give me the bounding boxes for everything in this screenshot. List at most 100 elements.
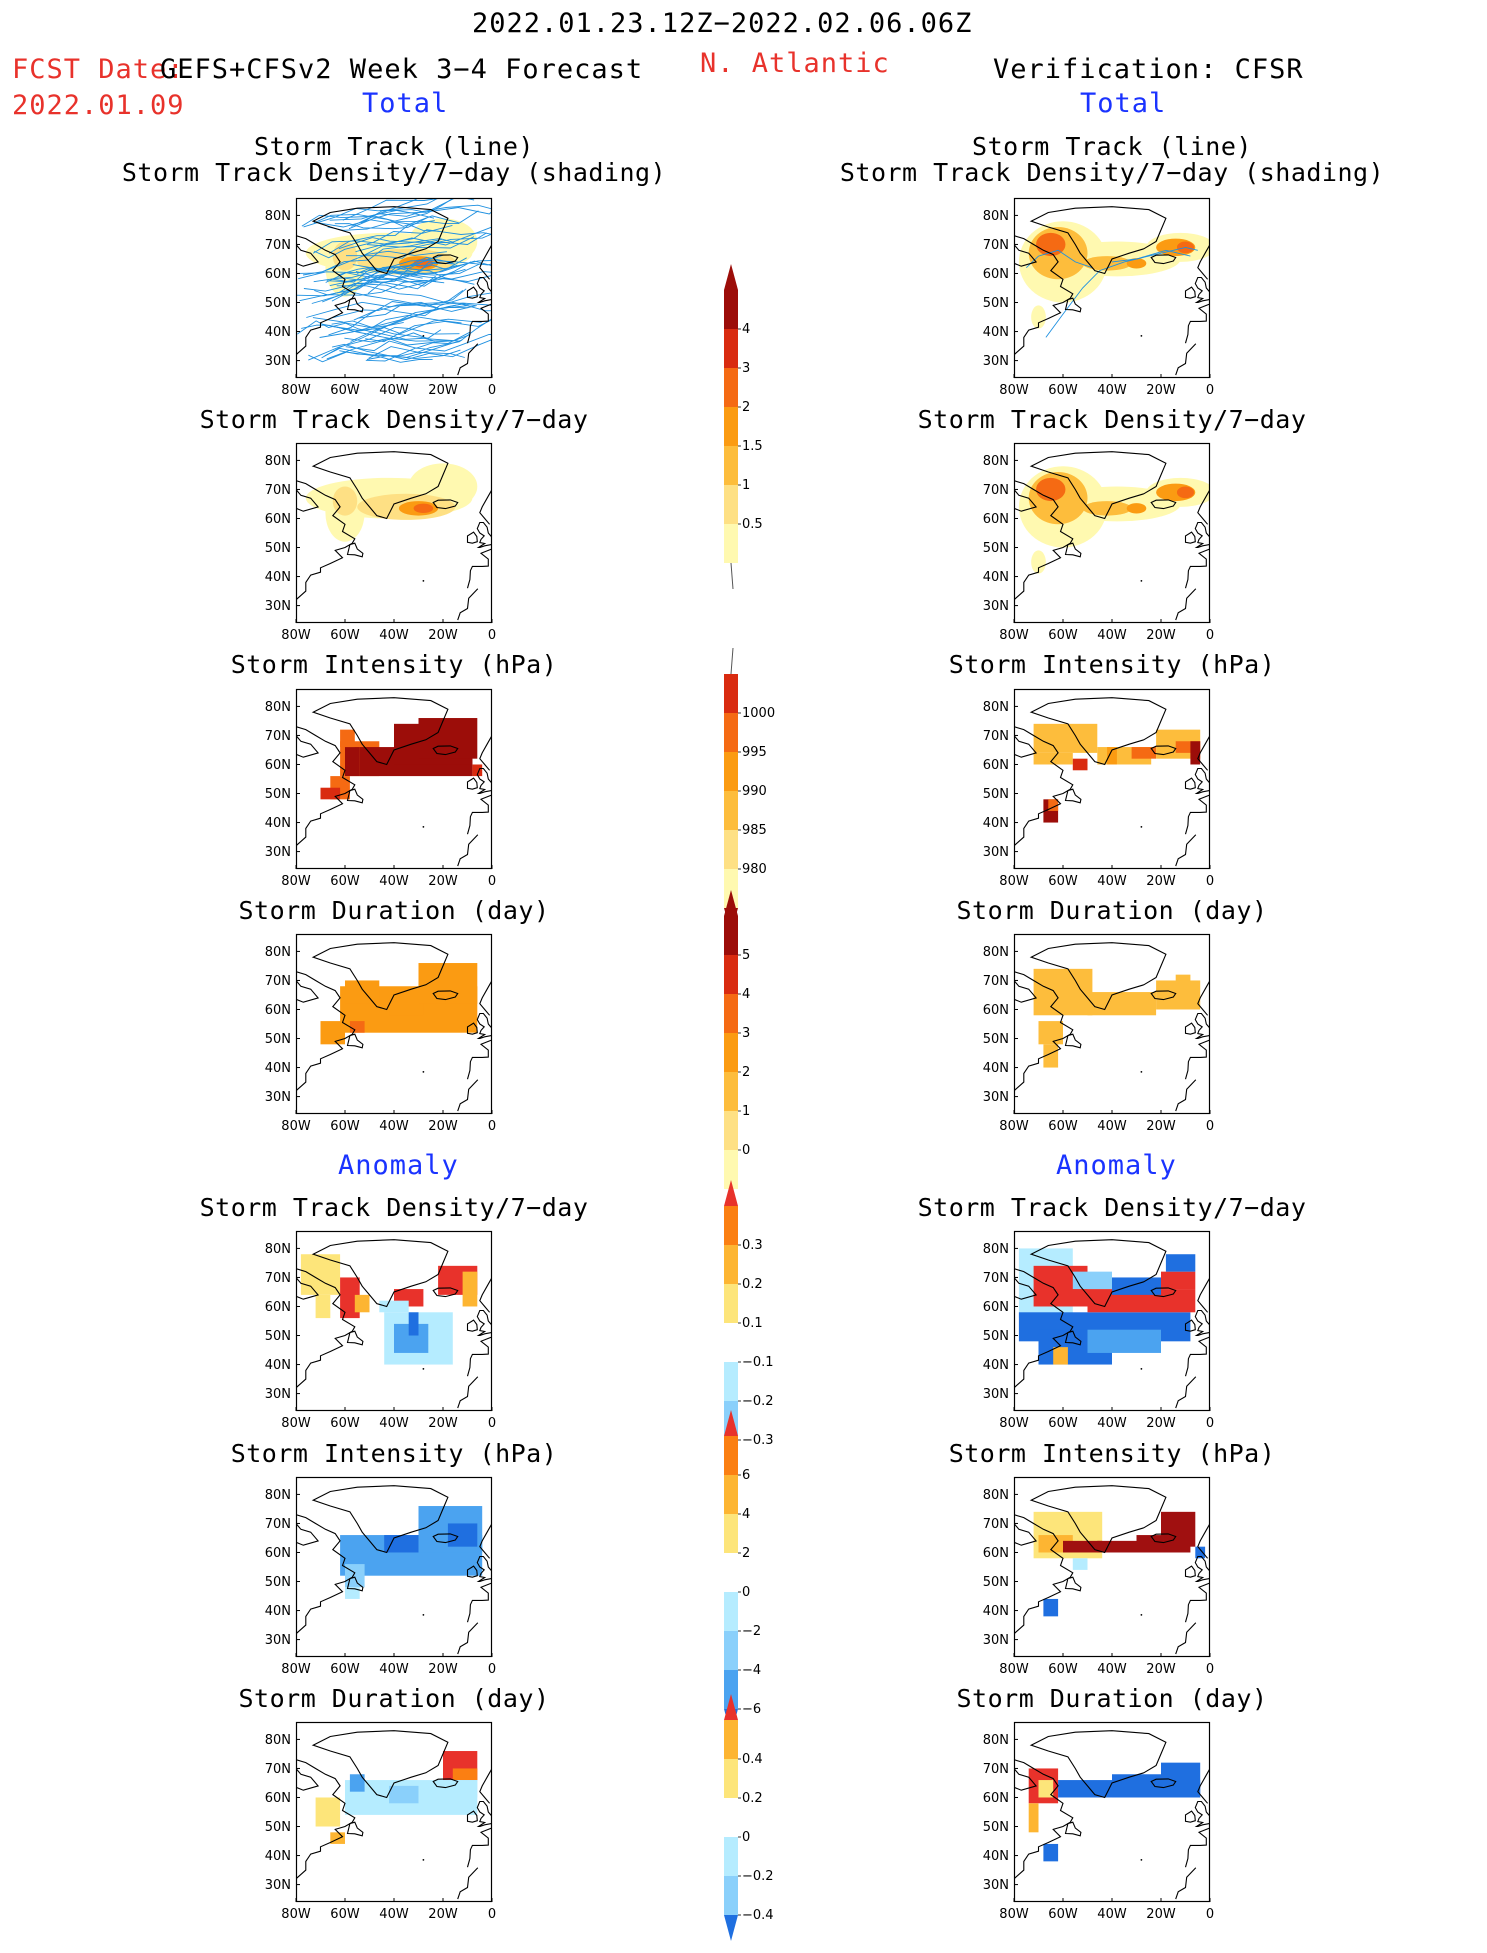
map-intensity-left: 80N 70N 60N 50N 40N 30N 80W 60W 40W 20W 0 (265, 688, 496, 889)
grid-cell (1131, 747, 1157, 759)
colorbar-tick-label: 985 (742, 823, 767, 838)
lat-tick-label: 70N (983, 1271, 1009, 1286)
colorbar-tick-label: 1.5 (742, 439, 763, 454)
storm-track-line (365, 333, 492, 362)
density-shading (1082, 501, 1132, 516)
colorbar-tick-label: 4 (742, 987, 750, 1002)
grid-cell (462, 1271, 478, 1307)
lat-tick-label: 80N (265, 1733, 291, 1748)
grid-cell (1107, 747, 1117, 765)
grid-cell (345, 747, 360, 777)
colorbar-segment (724, 1475, 738, 1514)
lon-tick-label: 40W (379, 1662, 409, 1677)
lat-tick-label: 60N (983, 1546, 1009, 1561)
colorbar-segment (724, 1837, 738, 1876)
grid-cell (315, 1294, 331, 1319)
colorbar-tick-label: −0.2 (742, 1394, 774, 1409)
lat-tick-label: 70N (265, 974, 291, 989)
grid-cell (389, 1785, 419, 1804)
storm-track-line (1111, 249, 1191, 263)
lat-tick-label: 80N (265, 454, 291, 469)
storm-track-line (325, 268, 466, 287)
lat-tick-label: 50N (265, 787, 291, 802)
grid-cell (1028, 1803, 1039, 1833)
lat-tick-label: 40N (983, 816, 1009, 831)
colorbar-segment (724, 290, 738, 329)
storm-track-line (314, 254, 444, 296)
colorbar-tick-label: 0 (742, 1585, 750, 1600)
lon-tick-label: 0 (1206, 1662, 1214, 1677)
lat-tick-label: 40N (265, 570, 291, 585)
storm-track-line (346, 236, 475, 259)
colorbar-tick-label: 1 (742, 1104, 750, 1119)
storm-track-line (368, 318, 492, 359)
colorbar-segment (724, 407, 738, 446)
lat-tick-label: 40N (983, 570, 1009, 585)
lon-tick-label: 40W (1097, 383, 1127, 398)
lat-tick-label: 80N (265, 209, 291, 224)
lon-tick-label: 80W (999, 1907, 1029, 1922)
storm-track-line (366, 233, 492, 248)
model-title: GEFS+CFSv2 Week 3−4 Forecast (160, 54, 644, 85)
lat-tick-label: 60N (265, 512, 291, 527)
title-intensity-anom-right: Storm Intensity (hPa) (948, 1439, 1276, 1468)
lat-tick-label: 50N (983, 787, 1009, 802)
colorbar-segment (724, 994, 738, 1033)
lon-tick-label: 20W (428, 1907, 458, 1922)
lat-tick-label: 40N (265, 325, 291, 340)
lat-tick-label: 30N (265, 599, 291, 614)
lat-tick-label: 80N (265, 1488, 291, 1503)
storm-track-line (306, 301, 476, 318)
lat-tick-label: 50N (983, 1820, 1009, 1835)
colorbar-tick-label: −6 (742, 1702, 761, 1717)
colorbar-segment (724, 1362, 738, 1401)
lat-tick-label: 30N (983, 599, 1009, 614)
storm-track-line (312, 317, 442, 340)
colorbar-segment (724, 713, 738, 752)
colorbar-segment (724, 1245, 738, 1284)
total-label-right: Total (1080, 88, 1167, 119)
map-duration-anom-left: 80N 70N 60N 50N 40N 30N 80W 60W 40W 20W 0 (265, 1721, 496, 1922)
storm-track-line (313, 213, 459, 227)
grid-cell (1112, 1774, 1161, 1798)
colorbar-tick-label: 0.1 (742, 1316, 763, 1331)
colorbar-segment (724, 752, 738, 791)
lat-tick-label: 60N (983, 267, 1009, 282)
storm-track-line (348, 207, 492, 230)
colorbar-duration-anom: 0.4 0.2 0 −0.2 −0.4 (722, 1692, 792, 1953)
colorbar-tick-label: 0.5 (742, 517, 763, 532)
colorbar-tick-label: 2 (742, 1065, 750, 1080)
lat-tick-label: 70N (983, 483, 1009, 498)
grid-cell (408, 1312, 419, 1336)
colorbar-segment (724, 1206, 738, 1245)
grid-cell (1072, 1271, 1112, 1290)
colorbar-segment (724, 1798, 738, 1837)
map-duration-right: 80N 70N 60N 50N 40N 30N 80W 60W 40W 20W 0 (983, 933, 1214, 1134)
lon-tick-label: 40W (1097, 1662, 1127, 1677)
storm-track-line (308, 351, 433, 363)
colorbar-tick-label: 0.2 (742, 1277, 763, 1292)
lon-tick-label: 60W (1048, 874, 1078, 889)
colorbar-tick-label: 3 (742, 1026, 750, 1041)
storm-track-line (327, 198, 455, 231)
lat-tick-label: 50N (983, 1575, 1009, 1590)
lon-tick-label: 80W (281, 874, 311, 889)
colorbar-bottom-arrow (724, 1915, 738, 1941)
lat-tick-label: 80N (983, 1488, 1009, 1503)
grid-cell (379, 1300, 409, 1313)
lon-tick-label: 80W (999, 1119, 1029, 1134)
storm-track-line (326, 332, 459, 360)
colorbar-intensity-total: 1000 995 990 985 980 (722, 646, 792, 946)
colorbar-segment (724, 1150, 738, 1189)
lat-tick-label: 70N (265, 1271, 291, 1286)
map-intensity-anom-left: 80N 70N 60N 50N 40N 30N 80W 60W 40W 20W 0 (265, 1476, 496, 1677)
colorbar-segment (724, 1876, 738, 1915)
title-density-left: Storm Track Density/7−day (199, 405, 589, 434)
lon-tick-label: 0 (488, 1907, 496, 1922)
lat-tick-label: 40N (983, 1061, 1009, 1076)
lon-tick-label: 20W (1146, 383, 1176, 398)
colorbar-top-arrow (724, 264, 738, 290)
grid-cell (1175, 741, 1201, 753)
colorbar-segment (724, 329, 738, 368)
lon-tick-label: 60W (330, 1907, 360, 1922)
